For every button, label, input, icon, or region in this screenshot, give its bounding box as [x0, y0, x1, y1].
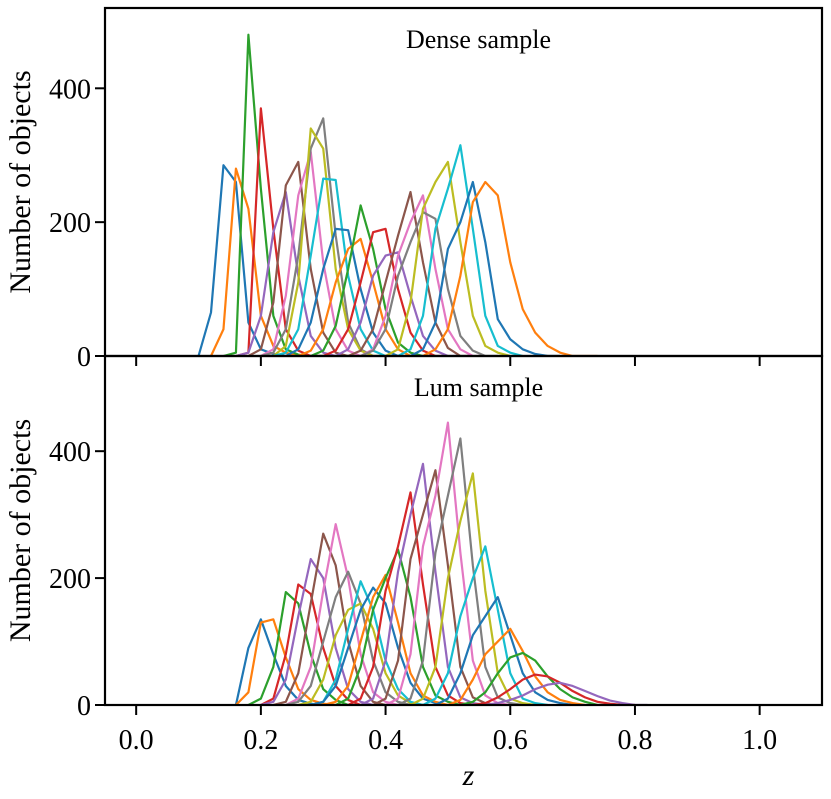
- series-line: [322, 227, 448, 356]
- series-line: [285, 227, 411, 356]
- plot-area: [234, 421, 648, 705]
- series-line: [347, 491, 474, 705]
- axes-frame: [103, 354, 824, 707]
- series-line: [360, 462, 486, 705]
- x-tick-label: 1.0: [742, 725, 777, 756]
- series-line: [347, 190, 473, 356]
- series-line: [235, 618, 336, 705]
- series-line: [298, 602, 424, 705]
- y-axis-label: Number of objects: [4, 70, 37, 293]
- series-line: [273, 177, 399, 356]
- y-tick-label: 200: [49, 208, 91, 239]
- series-line: [472, 673, 635, 705]
- y-tick-label: 400: [49, 74, 91, 105]
- series-line: [310, 586, 461, 705]
- series-line: [297, 237, 423, 356]
- panel-title: Lum sample: [414, 373, 543, 402]
- plot-area: [197, 33, 598, 356]
- series-line: [360, 211, 498, 356]
- series-line: [285, 570, 423, 705]
- y-tick-label: 0: [77, 691, 91, 722]
- x-tick-label: 0.4: [368, 725, 403, 756]
- series-line: [360, 194, 486, 356]
- series-line: [447, 627, 586, 705]
- series-line: [223, 33, 324, 356]
- y-axis-label: Number of objects: [4, 419, 37, 642]
- series-line: [335, 251, 461, 356]
- y-tick-label: 400: [49, 437, 91, 468]
- series-line: [197, 164, 299, 356]
- series-line: [385, 160, 511, 356]
- series-line: [409, 180, 561, 356]
- panel-title: Dense sample: [406, 25, 551, 54]
- x-axis-label: z: [462, 759, 475, 792]
- series-line: [434, 596, 573, 705]
- x-tick-label: 0.2: [243, 725, 278, 756]
- x-tick-label: 0.0: [119, 725, 154, 756]
- series-line: [385, 421, 511, 705]
- series-line: [397, 144, 524, 356]
- x-tick-label: 0.6: [493, 725, 528, 756]
- series-line: [322, 573, 461, 705]
- y-tick-label: 200: [49, 564, 91, 595]
- x-tick-label: 0.8: [617, 725, 652, 756]
- series-line: [410, 472, 536, 705]
- series-line: [209, 167, 299, 356]
- series-line: [272, 127, 386, 356]
- series-line: [397, 437, 523, 705]
- series-line: [422, 180, 598, 356]
- y-tick-label: 0: [77, 342, 91, 373]
- series-line: [422, 545, 548, 705]
- series-line: [460, 651, 611, 705]
- series-line: [485, 681, 648, 705]
